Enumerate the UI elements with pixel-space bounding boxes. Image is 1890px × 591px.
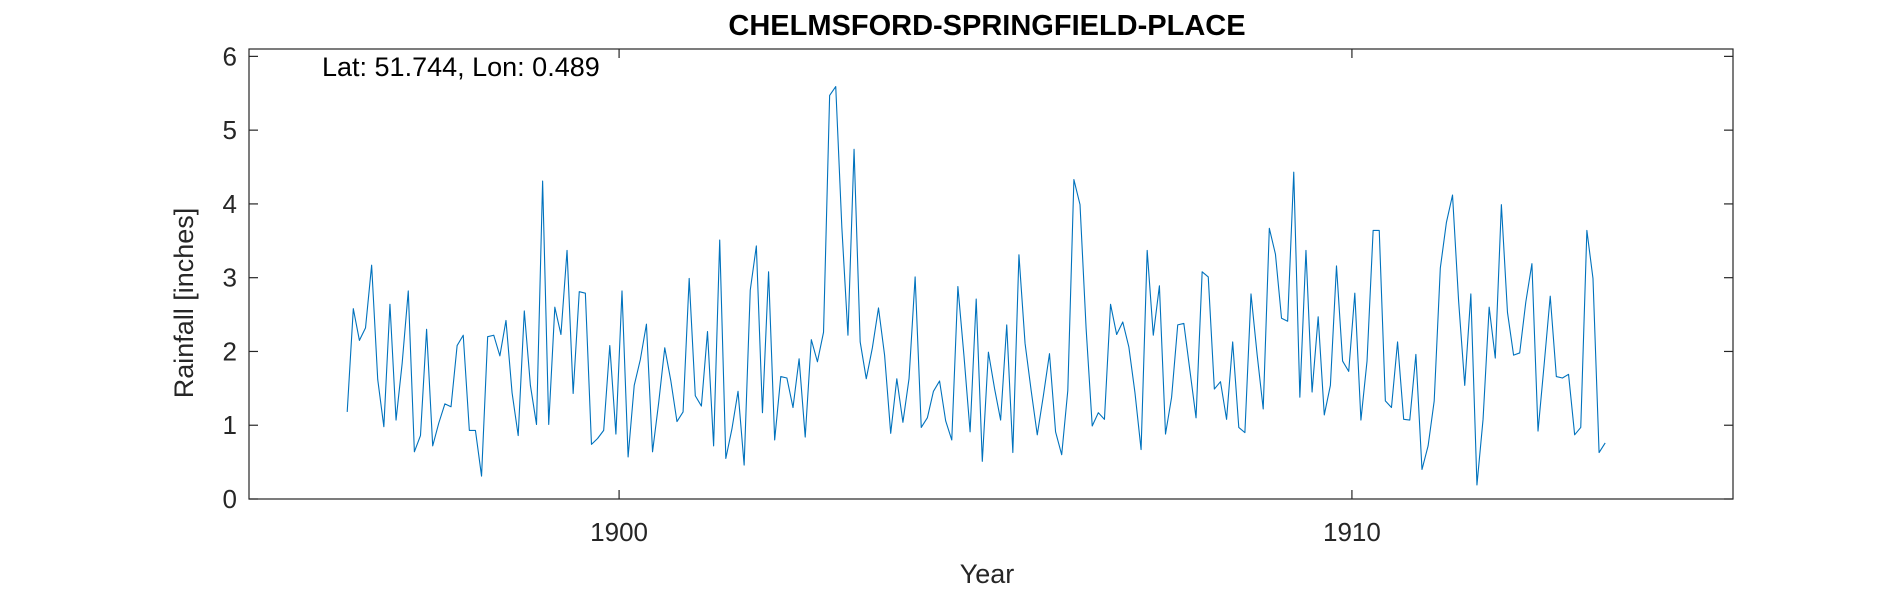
location-annotation: Lat: 51.744, Lon: 0.489 [322,52,600,82]
y-tick-label: 1 [223,410,237,440]
plot-area-box [248,48,1734,500]
y-tick-label: 3 [223,263,237,293]
y-tick-label: 4 [223,189,237,219]
x-axis-label: Year [960,559,1015,589]
rainfall-series-line [346,86,1606,486]
y-tick-label: 6 [223,41,237,71]
x-tick-label: 1910 [1323,517,1381,547]
y-tick-label: 5 [223,115,237,145]
y-axis-label: Rainfall [inches] [169,208,199,399]
x-tick-label: 1900 [590,517,648,547]
y-tick-label: 0 [223,484,237,514]
y-tick-label: 2 [223,336,237,366]
chart-title: CHELMSFORD-SPRINGFIELD-PLACE [728,10,1245,42]
